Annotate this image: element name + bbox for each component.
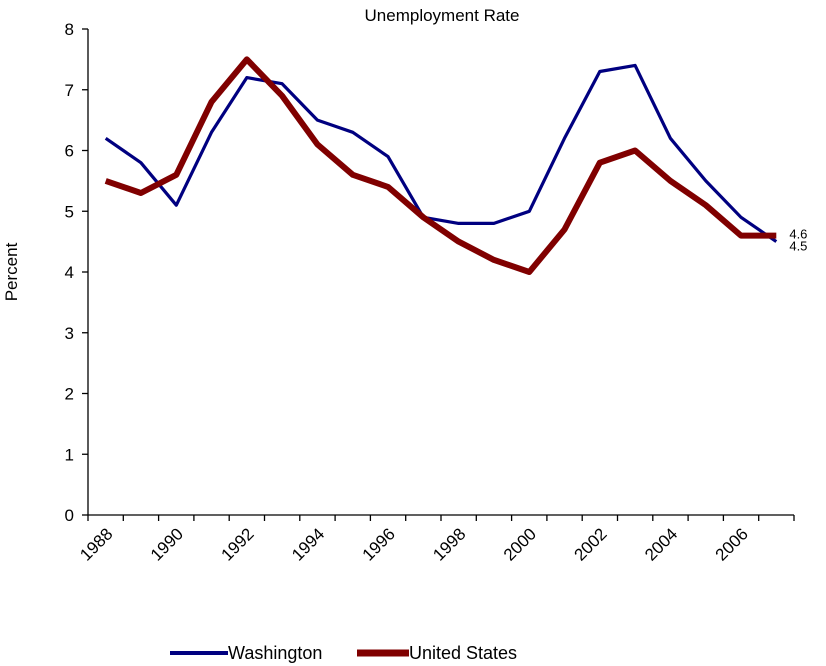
y-tick-label: 1 xyxy=(65,445,74,464)
y-tick-label: 5 xyxy=(65,202,74,221)
legend: Washington United States xyxy=(0,640,826,664)
x-tick-label: 1998 xyxy=(429,524,469,564)
x-tick-label: 2002 xyxy=(570,524,610,564)
series-line-washington xyxy=(106,65,777,241)
x-tick-label: 2006 xyxy=(712,524,752,564)
x-tick-label: 1994 xyxy=(288,524,328,564)
x-tick-label: 2000 xyxy=(500,524,540,564)
x-tick-label: 1996 xyxy=(359,524,399,564)
legend-label-united-states: United States xyxy=(409,643,517,663)
x-tick-label: 1990 xyxy=(147,524,187,564)
y-tick-label: 0 xyxy=(65,506,74,525)
y-axis: 0 1 2 3 4 5 6 7 8 xyxy=(65,20,88,525)
legend-label-washington: Washington xyxy=(228,643,322,663)
y-tick-label: 6 xyxy=(65,142,74,161)
x-tick-label: 1988 xyxy=(76,524,116,564)
series-line-united-states xyxy=(106,59,777,272)
y-tick-label: 2 xyxy=(65,385,74,404)
x-axis: 1988 1990 1992 1994 1996 1998 2000 2002 2004 2006 xyxy=(76,515,794,565)
end-label-united-states: 4.6 xyxy=(789,227,807,242)
chart-title: Unemployment Rate xyxy=(365,6,520,25)
series-layer xyxy=(106,59,777,272)
y-tick-label: 8 xyxy=(65,20,74,39)
y-axis-label: Percent xyxy=(2,242,21,301)
y-tick-label: 4 xyxy=(65,263,74,282)
x-tick-label: 1992 xyxy=(217,524,257,564)
y-tick-label: 3 xyxy=(65,324,74,343)
y-tick-label: 7 xyxy=(65,81,74,100)
line-chart: Unemployment Rate Percent 0 1 2 3 4 5 6 7 8 1988… xyxy=(0,0,826,640)
end-labels: 4.54.6 xyxy=(789,227,807,254)
x-tick-label: 2004 xyxy=(641,524,681,564)
